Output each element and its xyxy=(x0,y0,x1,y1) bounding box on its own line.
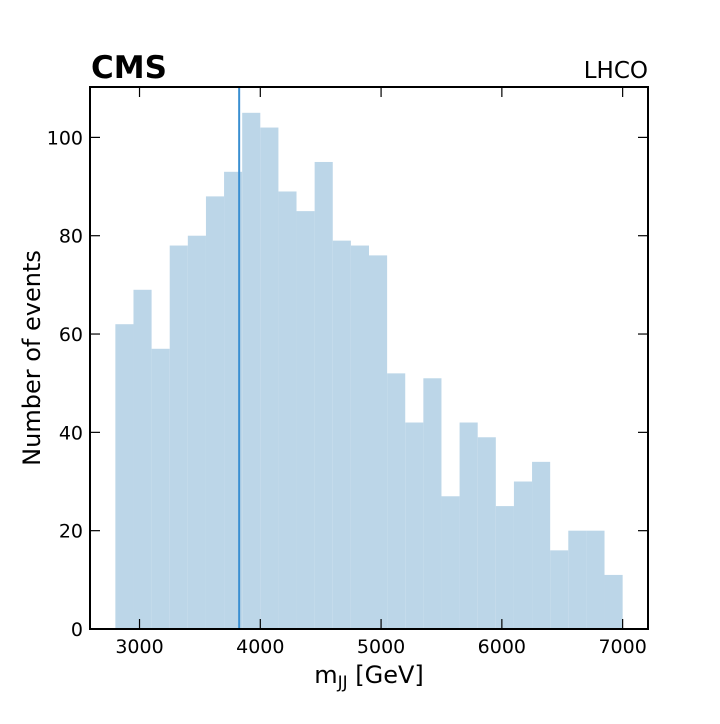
bar xyxy=(350,245,369,629)
bar xyxy=(296,211,315,629)
y-tick-label: 60 xyxy=(59,324,83,346)
bar xyxy=(260,127,279,629)
bar xyxy=(187,235,206,629)
plot-frame xyxy=(89,86,649,630)
x-tick-label: 4000 xyxy=(236,636,284,658)
bar xyxy=(224,171,243,629)
bar xyxy=(133,289,152,629)
bar xyxy=(332,240,351,629)
bar xyxy=(205,196,225,629)
bar xyxy=(387,373,406,629)
bar xyxy=(586,530,605,629)
bar xyxy=(423,378,442,629)
bar xyxy=(532,461,551,629)
x-axis-label: mJJ [GeV] xyxy=(314,661,424,693)
y-tick-label: 40 xyxy=(59,422,83,444)
bar xyxy=(405,422,424,629)
bar xyxy=(459,422,478,629)
y-tick-label: 100 xyxy=(47,127,83,149)
chart-subtitle: LHCO xyxy=(584,58,648,84)
bar xyxy=(369,255,388,630)
x-tick-label: 7000 xyxy=(598,636,646,658)
x-label-base: m xyxy=(314,661,337,689)
bar xyxy=(314,161,333,629)
x-label-unit: [GeV] xyxy=(348,661,424,689)
y-tick-label: 80 xyxy=(59,226,83,248)
bar xyxy=(495,506,514,629)
x-tick-label: 5000 xyxy=(357,636,405,658)
bar xyxy=(151,348,170,629)
bar xyxy=(169,245,188,629)
x-tick-label: 3000 xyxy=(115,636,163,658)
bar xyxy=(550,550,569,629)
bar xyxy=(604,574,623,629)
bar xyxy=(568,530,587,629)
y-axis-label: Number of events xyxy=(18,250,46,466)
bar xyxy=(441,496,460,629)
x-tick-label: 6000 xyxy=(478,636,526,658)
bar xyxy=(477,437,496,629)
chart-title: CMS xyxy=(91,50,167,86)
y-tick-label: 0 xyxy=(71,619,83,641)
bar xyxy=(242,112,261,630)
x-label-sub: JJ xyxy=(337,673,348,693)
bar xyxy=(513,481,533,629)
bar xyxy=(115,324,134,629)
bar xyxy=(278,191,297,630)
y-tick-label: 20 xyxy=(59,521,83,543)
